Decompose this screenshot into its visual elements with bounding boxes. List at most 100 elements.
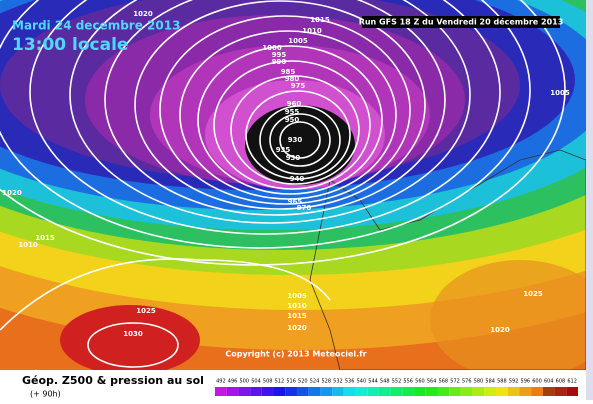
scale-label: 588 [497,379,507,385]
isobar-label: 1020 [287,324,307,332]
scale-label: 572 [450,379,460,385]
scale-swatch [285,387,297,396]
isobar [197,45,383,195]
isobar-label: 1000 [262,44,282,52]
scale-swatch [273,387,286,396]
scale-label: 608 [556,379,566,385]
scale-label: 556 [403,379,413,385]
footer-title: Géop. Z500 & pression au sol [22,374,204,387]
scale-label: 524 [310,379,320,385]
isobar [213,60,371,190]
isobar-label: 960 [287,100,302,108]
isobar-label: 930 [286,154,301,162]
scale-label: 536 [345,379,355,385]
isobar [0,0,531,249]
scale-label: 548 [380,379,390,385]
map-field [0,0,586,370]
isobar-label: 1030 [123,330,143,338]
isobar-label: 1010 [302,27,322,35]
scale-label: 600 [532,379,542,385]
scale-swatch [484,387,497,396]
scale-swatch [296,387,309,396]
isobar-label: 940 [290,175,305,183]
isobar [0,0,566,266]
scale-swatch [250,387,262,396]
isobar-label: 1005 [287,292,307,300]
scale-label: 612 [567,379,577,385]
scale-label: 592 [509,379,519,385]
isobar-label: 1020 [133,10,153,18]
isobar [134,0,426,210]
scale-swatch [367,387,379,396]
isobar [87,322,179,368]
isobar-label: 950 [285,116,300,124]
isobar-label: 970 [297,204,312,212]
scale-swatch [343,387,356,396]
scale-swatch [472,387,485,396]
copyright: Copyright (c) 2013 Meteociel.fr [225,350,366,359]
isobar-label: 995 [272,51,287,59]
scale-label: 508 [263,379,273,385]
scale-label: 576 [462,379,472,385]
scale-label: 532 [333,379,343,385]
isobar-label: 965 [288,198,303,206]
scale-swatch [496,387,508,396]
isobar [69,0,471,224]
run-box [362,16,560,28]
scale-swatch [261,387,274,396]
scale-label: 604 [544,379,554,385]
scale-label: 584 [485,379,495,385]
scale-swatch [238,387,251,396]
scale-label: 568 [439,379,449,385]
scale-label: 492 [216,379,226,385]
isobar [159,15,411,205]
color-scale: 492 496 500 504 508 512 516 520 524 528 532 536 540 5… [215,379,578,396]
isobar [245,90,351,180]
scale-swatch [554,387,567,396]
scale-swatch [566,387,578,396]
scale-label: 564 [427,379,437,385]
scale-swatch [215,387,227,396]
scale-swatch [414,387,426,396]
isobar-label: 930 [288,136,303,144]
scale-swatch [378,387,391,396]
scale-label: 596 [521,379,531,385]
isobar-label: 1025 [136,307,156,315]
isobar-label: 1005 [288,37,308,45]
isobar-labels: 1020101510101005100099599098598097596095… [2,10,570,338]
isobar [179,30,397,200]
scale-swatch [226,387,239,396]
isobar [259,105,341,175]
isobar-label: 1005 [550,89,570,97]
scale-label: 520 [298,379,308,385]
scale-label: 504 [251,379,261,385]
scale-swatch [449,387,461,396]
scale-label: 500 [240,379,250,385]
isobar-label: 935 [276,146,291,154]
scale-label: 540 [357,379,367,385]
isobar-label: 1015 [310,16,330,24]
isobar [230,75,360,185]
scale-label: 544 [368,379,378,385]
isobar [269,113,331,167]
scale-swatch [390,387,403,396]
scale-label: 516 [286,379,296,385]
run-info: Run GFS 18 Z du Vendredi 20 décembre 201… [359,17,564,27]
scale-swatch [531,387,543,396]
scale-swatch [460,387,473,396]
isobar [279,121,321,159]
isobar [104,0,446,216]
border [586,0,593,400]
footer-lead: (+ 90h) [30,390,61,399]
scale-swatch [355,387,368,396]
scale-swatch [402,387,415,396]
isobar-label: 1020 [490,326,510,334]
scale-swatch [320,387,333,396]
isobar-label: 1010 [287,302,307,310]
scale-label: 528 [321,379,331,385]
scale-swatch [308,387,321,396]
isobar-label: 975 [291,82,306,90]
forecast-time: 13:00 locale [12,35,128,55]
isobar-label: 1015 [287,312,307,320]
